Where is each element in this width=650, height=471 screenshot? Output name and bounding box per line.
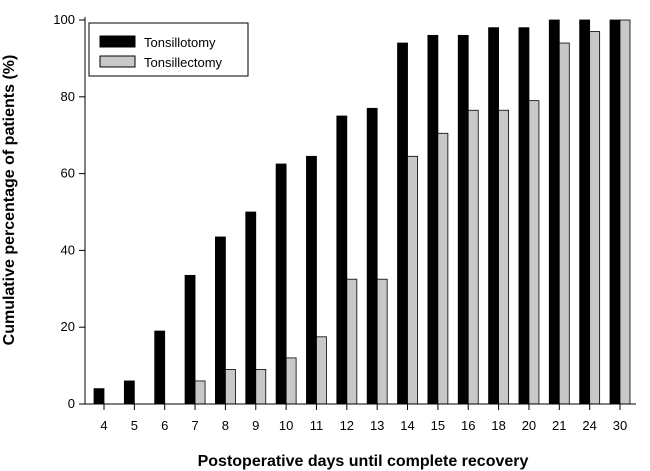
legend-label-tonsillotomy: Tonsillotomy — [144, 35, 216, 50]
bar-tonsillotomy-30 — [609, 19, 621, 405]
legend: Tonsillotomy Tonsillectomy — [88, 22, 249, 77]
bar-tonsillectomy-30 — [619, 19, 631, 405]
bar-tonsillotomy-12 — [336, 115, 348, 405]
x-tick-label: 20 — [522, 418, 536, 433]
bar-tonsillotomy-10 — [275, 163, 287, 405]
bar-tonsillectomy-15 — [437, 132, 449, 405]
x-tick-label: 7 — [191, 418, 198, 433]
bar-tonsillectomy-8 — [225, 369, 236, 405]
bar-tonsillectomy-16 — [467, 109, 479, 405]
legend-swatch-tonsillectomy — [99, 55, 136, 68]
x-tick-label: 18 — [491, 418, 505, 433]
x-axis-title: Postoperative days until complete recove… — [198, 453, 529, 470]
bar-tonsillectomy-11 — [316, 336, 327, 405]
bar-tonsillotomy-4 — [93, 388, 105, 405]
x-tick-label: 10 — [279, 418, 293, 433]
x-tick-label: 30 — [613, 418, 627, 433]
bar-tonsillectomy-21 — [558, 42, 570, 405]
bar-tonsillotomy-8 — [215, 236, 226, 405]
x-tick-label: 12 — [340, 418, 354, 433]
bar-tonsillectomy-14 — [407, 155, 418, 405]
bar-tonsillotomy-11 — [306, 155, 317, 405]
y-tick-label: 80 — [61, 89, 75, 104]
x-tick-label: 16 — [461, 418, 475, 433]
x-tick-label: 13 — [370, 418, 384, 433]
legend-swatch-tonsillotomy — [99, 35, 136, 48]
x-tick-label: 24 — [582, 418, 596, 433]
bar-tonsillectomy-12 — [346, 278, 358, 405]
bar-tonsillectomy-7 — [194, 380, 206, 405]
y-axis-title: Cumulative percentage of patients (%) — [1, 55, 18, 346]
y-tick-label: 0 — [68, 396, 75, 411]
x-tick-label: 11 — [310, 418, 324, 433]
bar-tonsillotomy-13 — [366, 107, 378, 405]
bar-tonsillotomy-16 — [457, 34, 469, 405]
bar-tonsillectomy-18 — [498, 109, 509, 405]
bar-tonsillectomy-10 — [285, 357, 297, 405]
bar-tonsillectomy-9 — [255, 369, 267, 405]
bar-tonsillotomy-18 — [488, 27, 499, 405]
plot-area: 0 20 40 60 80 100 4 5 6 7 8 9 10 11 12 13 14 15 16 18 20 21 24… — [53, 12, 631, 433]
bar-tonsillotomy-24 — [579, 19, 591, 405]
x-tick-label: 9 — [252, 418, 259, 433]
bar-tonsillotomy-9 — [245, 211, 257, 405]
legend-label-tonsillectomy: Tonsillectomy — [144, 55, 223, 70]
x-tick-label: 5 — [131, 418, 138, 433]
bar-tonsillotomy-21 — [548, 19, 560, 405]
y-tick-label: 100 — [53, 12, 75, 27]
y-tick-label: 40 — [61, 242, 75, 257]
bar-tonsillotomy-20 — [518, 27, 530, 405]
bar-tonsillotomy-7 — [184, 274, 196, 405]
bar-tonsillectomy-24 — [589, 31, 601, 405]
y-tick-label: 20 — [61, 319, 75, 334]
x-tick-label: 14 — [400, 418, 414, 433]
x-tick-label: 4 — [100, 418, 107, 433]
bar-tonsillotomy-5 — [123, 380, 135, 405]
x-tick-label: 8 — [222, 418, 229, 433]
bar-tonsillotomy-15 — [427, 34, 439, 405]
bar-tonsillectomy-13 — [376, 278, 388, 405]
x-tick-label: 15 — [431, 418, 445, 433]
x-tick-label: 21 — [552, 418, 566, 433]
y-tick-label: 60 — [61, 166, 75, 181]
bar-tonsillotomy-6 — [154, 330, 166, 405]
x-tick-label: 6 — [161, 418, 168, 433]
bar-tonsillotomy-14 — [397, 42, 408, 405]
bar-tonsillectomy-20 — [528, 100, 540, 405]
